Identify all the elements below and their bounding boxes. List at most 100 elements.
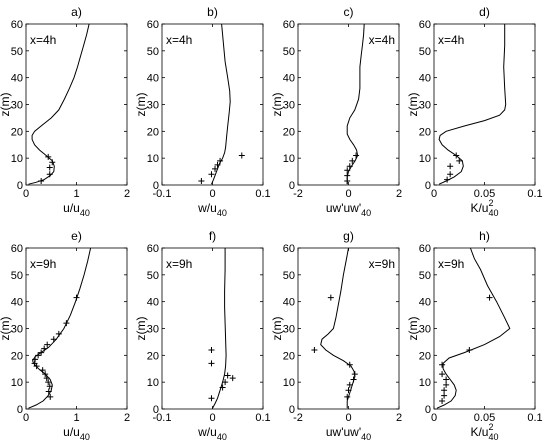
y-tick-label: 40 xyxy=(283,297,295,309)
y-tick-label: 20 xyxy=(419,350,431,362)
y-tick-label: 40 xyxy=(419,297,431,309)
measurement-marker xyxy=(46,383,53,390)
x-tick-label: -0.1 xyxy=(153,412,172,424)
measurement-marker xyxy=(349,157,356,164)
panel-annotation: x=4h xyxy=(369,33,395,47)
x-tick-label: 0.1 xyxy=(255,412,270,424)
plot-frame xyxy=(297,23,400,186)
measurement-marker xyxy=(441,392,448,399)
y-axis-label: z(m) xyxy=(0,93,12,117)
profile-line xyxy=(212,248,227,409)
y-tick-label: 50 xyxy=(11,46,23,58)
panel-d: 0 0.05 0.1 0 10 20 30 40 50 60 d) x=4h z(m) K/u2 40 xyxy=(406,5,543,218)
x-tick-label: 2 xyxy=(396,188,402,200)
profile-line xyxy=(211,23,231,185)
panel-annotation: x=4h xyxy=(30,33,56,47)
x-tick-label: 0.1 xyxy=(527,188,542,200)
measurement-marker xyxy=(353,152,360,159)
y-tick-label: 60 xyxy=(283,19,295,31)
x-tick-label: 1 xyxy=(73,412,79,424)
profile-line xyxy=(438,24,507,185)
x-tick-label: 0 xyxy=(345,412,351,424)
y-tick-label: 10 xyxy=(147,153,159,165)
y-tick-label: 40 xyxy=(147,73,159,85)
y-tick-label: 30 xyxy=(147,324,159,336)
measurement-marker xyxy=(31,360,38,367)
y-tick-label: 20 xyxy=(147,350,159,362)
measurement-marker xyxy=(229,375,236,382)
y-axis-label: z(m) xyxy=(134,93,148,117)
measurement-marker xyxy=(208,360,215,367)
panel-annotation: x=4h xyxy=(438,33,464,47)
measurement-marker xyxy=(344,172,351,179)
y-axis-label: z(m) xyxy=(406,93,420,117)
panel-annotation: x=9h xyxy=(369,257,395,271)
y-tick-label: 50 xyxy=(11,270,23,282)
measurement-marker xyxy=(222,379,229,386)
measurement-marker xyxy=(46,171,53,178)
y-axis-label: z(m) xyxy=(270,93,284,117)
x-tick-label: 0.1 xyxy=(255,188,270,200)
measurement-marker xyxy=(208,346,215,353)
panel-title: e) xyxy=(71,229,82,243)
y-tick-label: 0 xyxy=(17,180,23,192)
measurement-marker xyxy=(344,393,351,400)
measurement-marker xyxy=(212,165,219,172)
measurement-marker xyxy=(45,379,52,386)
y-axis-label: z(m) xyxy=(134,317,148,341)
y-tick-label: 30 xyxy=(419,324,431,336)
measurement-marker xyxy=(47,393,54,400)
y-tick-label: 50 xyxy=(419,46,431,58)
plot-frame xyxy=(433,23,536,186)
measurement-marker xyxy=(439,397,446,404)
y-tick-label: 0 xyxy=(153,404,159,416)
y-tick-label: 30 xyxy=(283,100,295,112)
panel-annotation: x=9h xyxy=(30,257,56,271)
y-tick-label: 60 xyxy=(419,19,431,31)
measurement-marker xyxy=(439,361,446,368)
measurement-marker xyxy=(456,157,463,164)
measurement-marker xyxy=(443,376,450,383)
y-tick-label: 0 xyxy=(289,180,295,192)
panel-title: a) xyxy=(71,5,82,19)
profile-line xyxy=(436,247,511,409)
measurement-marker xyxy=(447,171,454,178)
y-tick-label: 20 xyxy=(11,126,23,138)
measurement-marker xyxy=(327,294,334,301)
y-tick-label: 30 xyxy=(11,324,23,336)
measurement-marker xyxy=(208,171,215,178)
panel-title: g) xyxy=(343,229,354,243)
y-tick-label: 60 xyxy=(147,19,159,31)
y-tick-label: 40 xyxy=(419,73,431,85)
y-tick-label: 20 xyxy=(283,350,295,362)
panel-title: f) xyxy=(209,229,216,243)
measurement-marker xyxy=(43,375,50,382)
measurement-marker xyxy=(443,381,450,388)
x-tick-label: 1 xyxy=(73,188,79,200)
y-tick-label: 50 xyxy=(147,270,159,282)
y-tick-label: 60 xyxy=(283,243,295,255)
measurement-marker xyxy=(32,356,39,363)
measurement-marker xyxy=(466,346,473,353)
x-tick-label: 0 xyxy=(431,188,437,200)
y-tick-label: 50 xyxy=(147,46,159,58)
measurement-marker xyxy=(198,177,205,184)
measurement-marker xyxy=(44,341,51,348)
panel-annotation: x=4h xyxy=(166,33,192,47)
measurement-marker xyxy=(311,346,318,353)
y-tick-label: 60 xyxy=(147,243,159,255)
measurement-marker xyxy=(49,159,56,166)
x-tick-label: 0 xyxy=(345,188,351,200)
x-axis-label: u/u40 xyxy=(63,201,90,218)
measurement-marker xyxy=(346,361,353,368)
measurement-marker xyxy=(219,384,226,391)
y-tick-label: 20 xyxy=(147,126,159,138)
measurement-marker xyxy=(38,177,45,184)
measurement-marker xyxy=(444,176,451,183)
panel-annotation: x=9h xyxy=(438,257,464,271)
measurement-marker xyxy=(217,157,224,164)
x-axis-label: u/u40 xyxy=(63,425,90,442)
y-tick-label: 60 xyxy=(11,243,23,255)
